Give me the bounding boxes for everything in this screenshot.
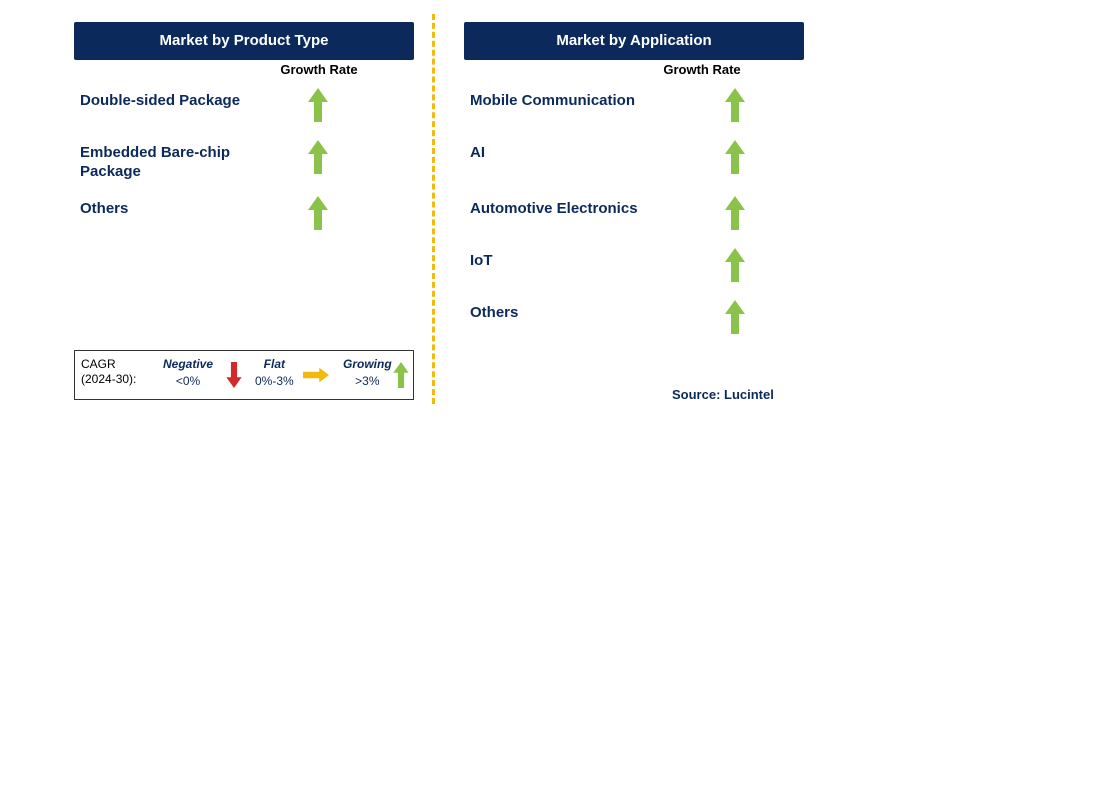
category-label: Others — [80, 200, 128, 219]
legend-item: Negative <0% — [163, 357, 213, 388]
growth-arrow — [720, 298, 750, 336]
category-label: Mobile Communication — [470, 92, 635, 111]
category-row: Others — [470, 304, 518, 323]
source-label: Source: Lucintel — [672, 387, 774, 402]
arrow-up-icon — [308, 140, 328, 174]
legend-item: Flat 0%-3% — [255, 357, 294, 388]
legend-category: Growing — [343, 357, 392, 371]
cagr-legend: CAGR (2024-30): Negative <0% Flat 0%-3% … — [74, 350, 414, 400]
panel-header-application: Market by Application — [464, 22, 804, 60]
cagr-label: CAGR (2024-30): — [81, 357, 136, 387]
legend-range: >3% — [343, 374, 392, 388]
legend-arrow — [221, 360, 247, 390]
growth-arrow — [303, 86, 333, 124]
arrow-up-icon — [393, 362, 409, 388]
arrow-up-icon — [725, 88, 745, 122]
growth-arrow — [303, 194, 333, 232]
arrow-up-icon — [725, 248, 745, 282]
legend-category: Negative — [163, 357, 213, 371]
legend-category: Flat — [255, 357, 294, 371]
growth-rate-header-right: Growth Rate — [647, 62, 757, 77]
growth-arrow — [303, 138, 333, 176]
category-row: AI — [470, 144, 485, 163]
category-label: Automotive Electronics — [470, 200, 638, 219]
growth-rate-header-left: Growth Rate — [264, 62, 374, 77]
legend-range: <0% — [163, 374, 213, 388]
growth-arrow — [720, 138, 750, 176]
category-row: Others — [80, 200, 128, 219]
arrow-up-icon — [725, 140, 745, 174]
category-label: Others — [470, 304, 518, 323]
category-row: Embedded Bare-chip Package — [80, 144, 280, 182]
legend-arrow — [388, 360, 414, 390]
category-label: Embedded Bare-chip Package — [80, 144, 280, 182]
legend-range: 0%-3% — [255, 374, 294, 388]
vertical-divider — [432, 14, 435, 404]
arrow-up-icon — [725, 196, 745, 230]
legend-item: Growing >3% — [343, 357, 392, 388]
panel-header-product-type: Market by Product Type — [74, 22, 414, 60]
category-row: Automotive Electronics — [470, 200, 638, 219]
panel-application: Market by Application — [464, 22, 804, 60]
arrow-down-icon — [226, 362, 242, 388]
panel-product-type: Market by Product Type — [74, 22, 414, 60]
arrow-up-icon — [725, 300, 745, 334]
growth-arrow — [720, 246, 750, 284]
category-row: IoT — [470, 252, 493, 271]
growth-arrow — [720, 194, 750, 232]
category-row: Mobile Communication — [470, 92, 635, 111]
legend-arrow — [303, 360, 329, 390]
arrow-flat-icon — [303, 367, 329, 383]
arrow-up-icon — [308, 88, 328, 122]
category-label: AI — [470, 144, 485, 163]
growth-arrow — [720, 86, 750, 124]
category-label: IoT — [470, 252, 493, 271]
category-label: Double-sided Package — [80, 92, 240, 111]
arrow-up-icon — [308, 196, 328, 230]
category-row: Double-sided Package — [80, 92, 240, 111]
